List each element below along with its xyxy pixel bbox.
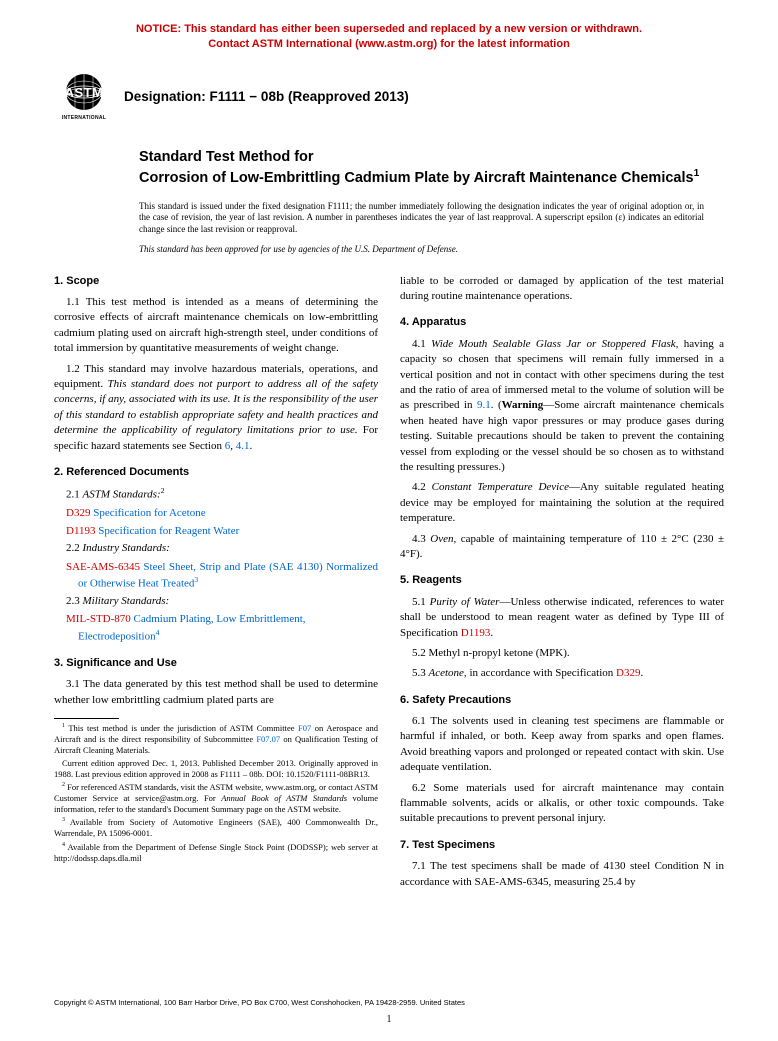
sub-2-1: 2.1 ASTM Standards:2 bbox=[54, 486, 378, 503]
footnote-3: 3 Available from Society of Automotive E… bbox=[54, 817, 378, 839]
section-7-head: 7. Test Specimens bbox=[400, 838, 724, 853]
notice-line1: NOTICE: This standard has either been su… bbox=[136, 23, 642, 35]
link-sae-ams-6345[interactable]: SAE-AMS-6345 bbox=[66, 561, 140, 573]
right-column: liable to be corroded or damaged by appl… bbox=[400, 274, 724, 895]
issued-note: This standard is issued under the fixed … bbox=[139, 201, 704, 236]
title-pre: Standard Test Method for bbox=[139, 148, 704, 168]
section-4-head: 4. Apparatus bbox=[400, 315, 724, 330]
notice-banner: NOTICE: This standard has either been su… bbox=[54, 22, 724, 52]
left-column: 1. Scope 1.1 This test method is intende… bbox=[54, 274, 378, 895]
para-4-3: 4.3 Oven, capable of maintaining tempera… bbox=[400, 532, 724, 563]
para-3-1: 3.1 The data generated by this test meth… bbox=[54, 677, 378, 708]
link-d1193[interactable]: D1193 bbox=[66, 525, 96, 537]
para-5-1: 5.1 Purity of Water—Unless otherwise ind… bbox=[400, 595, 724, 641]
designation-text: Designation: F1111 − 08b (Reapproved 201… bbox=[124, 89, 409, 104]
dod-note: This standard has been approved for use … bbox=[139, 244, 704, 254]
logo-sub: INTERNATIONAL bbox=[54, 115, 114, 121]
para-1-2: 1.2 This standard may involve hazardous … bbox=[54, 362, 378, 454]
footnote-4: 4 Available from the Department of Defen… bbox=[54, 842, 378, 864]
para-5-2: 5.2 Methyl n-propyl ketone (MPK). bbox=[400, 646, 724, 661]
section-5-head: 5. Reagents bbox=[400, 573, 724, 588]
para-6-1: 6.1 The solvents used in cleaning test s… bbox=[400, 714, 724, 776]
page-number: 1 bbox=[0, 1014, 778, 1025]
sub-2-2: 2.2 Industry Standards: bbox=[54, 541, 378, 556]
title-main: Corrosion of Low-Embrittling Cadmium Pla… bbox=[139, 167, 704, 188]
astm-logo: ASTM INTERNATIONAL bbox=[54, 74, 114, 120]
copyright: Copyright © ASTM International, 100 Barr… bbox=[54, 998, 465, 1007]
title-block: Standard Test Method for Corrosion of Lo… bbox=[139, 148, 704, 189]
designation-row: ASTM INTERNATIONAL Designation: F1111 − … bbox=[54, 74, 724, 120]
para-4-1: 4.1 Wide Mouth Sealable Glass Jar or Sto… bbox=[400, 337, 724, 476]
section-1-head: 1. Scope bbox=[54, 274, 378, 289]
logo-text: ASTM bbox=[54, 85, 114, 100]
link-f07-07[interactable]: F07.07 bbox=[256, 734, 280, 744]
ref-d1193: D1193 Specification for Reagent Water bbox=[66, 524, 378, 539]
para-7-1: 7.1 The test specimens shall be made of … bbox=[400, 859, 724, 890]
notice-line2: Contact ASTM International (www.astm.org… bbox=[208, 38, 570, 50]
section-6-head: 6. Safety Precautions bbox=[400, 693, 724, 708]
ref-sae: SAE-AMS-6345 Steel Sheet, Strip and Plat… bbox=[66, 560, 378, 592]
link-mil-std-870[interactable]: MIL-STD-870 bbox=[66, 613, 131, 625]
link-section-4-1[interactable]: 4.1 bbox=[236, 440, 250, 452]
link-d329-b[interactable]: D329 bbox=[616, 667, 640, 679]
link-d329[interactable]: D329 bbox=[66, 507, 90, 519]
columns: 1. Scope 1.1 This test method is intende… bbox=[54, 274, 724, 895]
section-2-head: 2. Referenced Documents bbox=[54, 465, 378, 480]
ref-d329: D329 Specification for Acetone bbox=[66, 506, 378, 521]
ref-mil: MIL-STD-870 Cadmium Plating, Low Embritt… bbox=[66, 612, 378, 644]
para-4-2: 4.2 Constant Temperature Device—Any suit… bbox=[400, 480, 724, 526]
para-1-1: 1.1 This test method is intended as a me… bbox=[54, 295, 378, 357]
link-9-1[interactable]: 9.1 bbox=[477, 399, 491, 411]
footnote-1: 1 This test method is under the jurisdic… bbox=[54, 723, 378, 756]
sub-2-3: 2.3 Military Standards: bbox=[54, 594, 378, 609]
para-3-1-cont: liable to be corroded or damaged by appl… bbox=[400, 274, 724, 305]
para-6-2: 6.2 Some materials used for aircraft mai… bbox=[400, 781, 724, 827]
section-3-head: 3. Significance and Use bbox=[54, 656, 378, 671]
footnote-1b: Current edition approved Dec. 1, 2013. P… bbox=[54, 758, 378, 780]
link-f07[interactable]: F07 bbox=[298, 723, 311, 733]
para-5-3: 5.3 Acetone, in accordance with Specific… bbox=[400, 666, 724, 681]
footnote-2: 2 For referenced ASTM standards, visit t… bbox=[54, 782, 378, 815]
link-d1193-b[interactable]: D1193 bbox=[461, 627, 491, 639]
